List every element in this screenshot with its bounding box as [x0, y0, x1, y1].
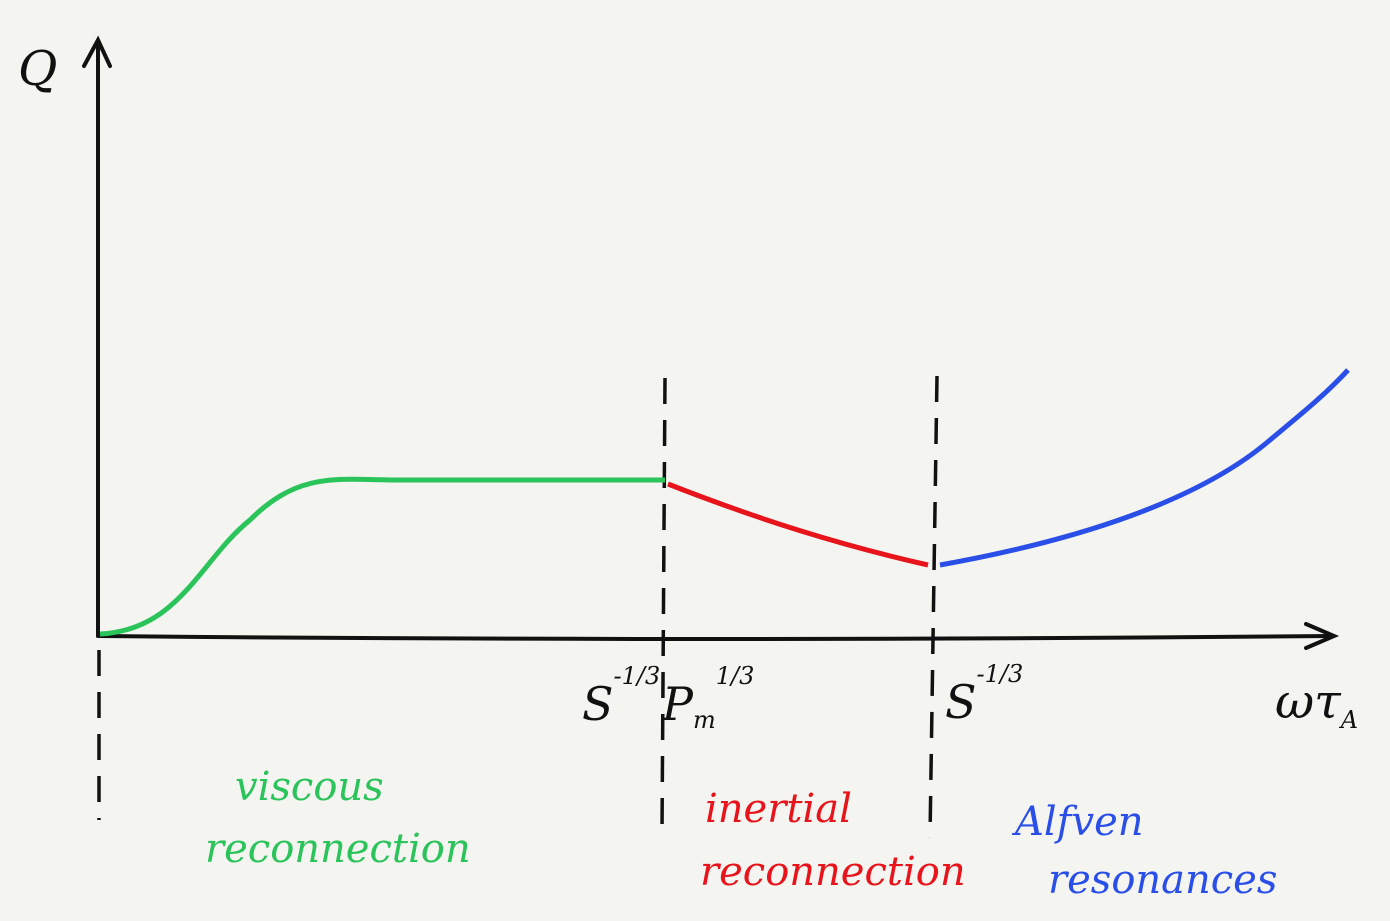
x-label-sub: A [1339, 706, 1358, 734]
region-label: reconnection [205, 826, 471, 872]
region-label: reconnection [700, 849, 966, 895]
x-label-main: ωτ [1275, 674, 1342, 730]
background [0, 0, 1390, 921]
tick-base: P [661, 677, 694, 731]
tick-sub: m [693, 706, 716, 734]
tick-base: S [945, 675, 977, 729]
tick-sup: -1/3 [614, 662, 661, 690]
tick-base: S [582, 677, 614, 731]
tick-sup: 1/3 [716, 662, 755, 690]
tick-sup: -1/3 [977, 660, 1024, 688]
region-label: viscous [235, 764, 384, 810]
y-axis-label: Q [18, 41, 57, 97]
diagram: Q ωτA S-1/3 Pm1/3 S-1/3 viscous reconnec… [0, 0, 1390, 921]
region-label: Alfven [1011, 799, 1144, 845]
region-label: resonances [1048, 857, 1277, 903]
region-label: inertial [705, 786, 852, 832]
